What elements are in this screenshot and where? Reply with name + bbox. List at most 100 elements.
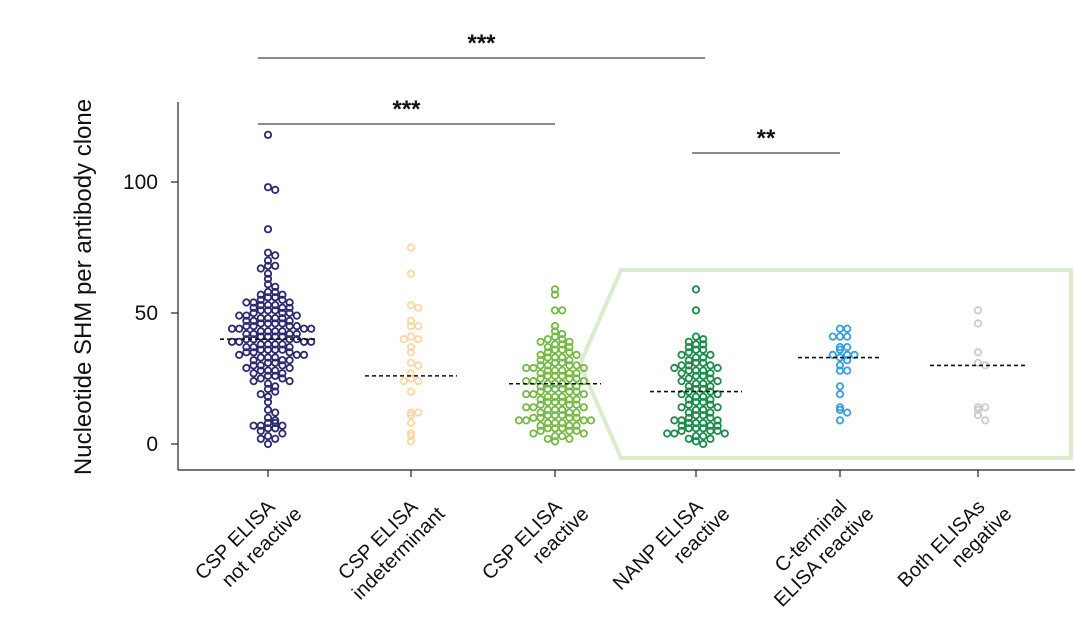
data-point [543, 348, 552, 357]
data-point [414, 321, 423, 331]
data-point [558, 335, 567, 344]
data-point [529, 429, 538, 438]
data-point [684, 413, 693, 422]
data-point [263, 274, 273, 283]
data-point [278, 340, 287, 349]
data-point [263, 405, 273, 414]
data-point [256, 353, 265, 362]
data-point [699, 335, 708, 344]
data-point [242, 321, 251, 331]
data-point [684, 400, 693, 409]
data-point [691, 285, 701, 294]
data-point [256, 264, 265, 273]
data-point [256, 340, 265, 349]
data-point [256, 332, 265, 341]
data-point [529, 390, 538, 399]
data-point [256, 290, 265, 299]
data-point [406, 348, 416, 357]
data-point [684, 418, 693, 428]
data-point [285, 376, 294, 386]
data-point [399, 335, 408, 344]
data-point [706, 369, 715, 378]
data-point [406, 316, 416, 325]
data-point [684, 356, 693, 365]
data-point [691, 332, 701, 341]
data-point [973, 411, 983, 420]
data-point [271, 358, 280, 367]
data-point [536, 369, 545, 378]
y-tick-label: 100 [123, 171, 158, 194]
data-point [249, 361, 258, 370]
data-point [256, 295, 265, 304]
data-point [256, 366, 265, 375]
data-point [271, 293, 280, 302]
data-point [543, 353, 552, 362]
data-point [399, 376, 408, 386]
data-point [677, 421, 686, 430]
data-point [278, 295, 287, 304]
data-point [543, 397, 552, 407]
x-category-label: C-terminalELISA reactive [753, 486, 878, 611]
data-point [406, 431, 416, 441]
data-point [414, 408, 423, 417]
data-point [843, 324, 852, 333]
data-point [579, 390, 588, 399]
data-point [579, 376, 588, 386]
data-point [835, 324, 845, 333]
data-point [242, 342, 251, 352]
data-point [558, 411, 567, 420]
data-point [699, 340, 708, 349]
data-point [699, 397, 708, 407]
data-point [271, 416, 280, 425]
data-point [677, 369, 686, 378]
data-point [835, 390, 845, 399]
data-point [406, 437, 416, 446]
data-point [536, 356, 545, 365]
data-point [558, 345, 567, 354]
data-point [550, 321, 560, 331]
data-point [536, 395, 545, 404]
data-point [271, 300, 280, 310]
data-point [285, 303, 294, 312]
data-point [713, 416, 722, 425]
data-point [572, 350, 581, 359]
data-point [249, 303, 258, 312]
data-point [263, 280, 273, 289]
data-point [263, 431, 273, 441]
data-point [684, 374, 693, 383]
data-point [414, 376, 423, 386]
data-point [684, 424, 693, 433]
data-point [285, 308, 294, 318]
x-category-label: CSP ELISAindeterminant [331, 486, 450, 605]
data-point [677, 376, 686, 386]
data-point [271, 371, 280, 380]
data-point [536, 361, 545, 370]
data-point [414, 303, 423, 312]
data-point [713, 403, 722, 412]
data-point [263, 439, 273, 449]
data-point [684, 366, 693, 375]
data-point [256, 319, 265, 328]
data-point [558, 366, 567, 375]
data-point [271, 366, 280, 375]
data-point [699, 384, 708, 394]
data-point [263, 269, 273, 278]
data-point [271, 387, 280, 396]
data-point [242, 329, 251, 339]
data-point [550, 290, 560, 299]
y-tick-label: 50 [135, 302, 158, 325]
data-point [543, 424, 552, 433]
data-point [256, 374, 265, 383]
data-point [256, 300, 265, 310]
data-point [536, 337, 545, 346]
data-point [572, 413, 581, 422]
data-point [565, 356, 574, 365]
data-point [677, 350, 686, 359]
data-point [558, 329, 567, 339]
data-point [406, 358, 416, 367]
data-point [691, 306, 701, 315]
data-point [263, 248, 273, 257]
data-point [263, 392, 273, 401]
data-point [565, 348, 574, 357]
data-point [406, 429, 416, 438]
